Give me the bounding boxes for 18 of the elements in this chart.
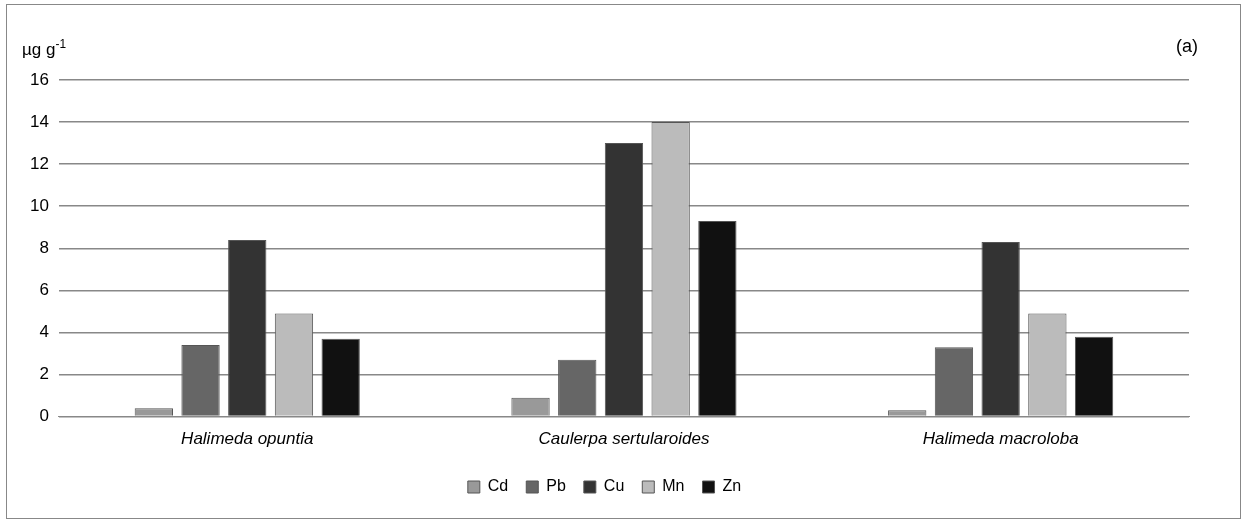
y-tick-label: 4 xyxy=(39,322,49,342)
legend-label: Cu xyxy=(603,477,625,495)
x-tick-label: Halimeda opuntia xyxy=(181,428,314,448)
y-tick-label: 14 xyxy=(29,111,49,131)
x-tick-label: Caulerpa sertularoides xyxy=(538,428,710,448)
y-tick-label: 16 xyxy=(29,69,49,89)
y-tick-label: 8 xyxy=(39,237,49,257)
legend-label: Mn xyxy=(662,477,685,495)
x-tick-label: Halimeda macroloba xyxy=(922,428,1079,448)
y-tick-label: 12 xyxy=(29,153,49,173)
legend-label: Pb xyxy=(546,477,566,495)
text: (a) xyxy=(1176,36,1198,56)
y-tick-label: 2 xyxy=(39,364,49,384)
legend-label: Cd xyxy=(487,477,509,495)
y-tick-label: 0 xyxy=(39,406,49,426)
legend-label: Zn xyxy=(722,477,742,495)
y-tick-label: 6 xyxy=(39,280,49,300)
y-tick-label: 10 xyxy=(29,195,49,215)
